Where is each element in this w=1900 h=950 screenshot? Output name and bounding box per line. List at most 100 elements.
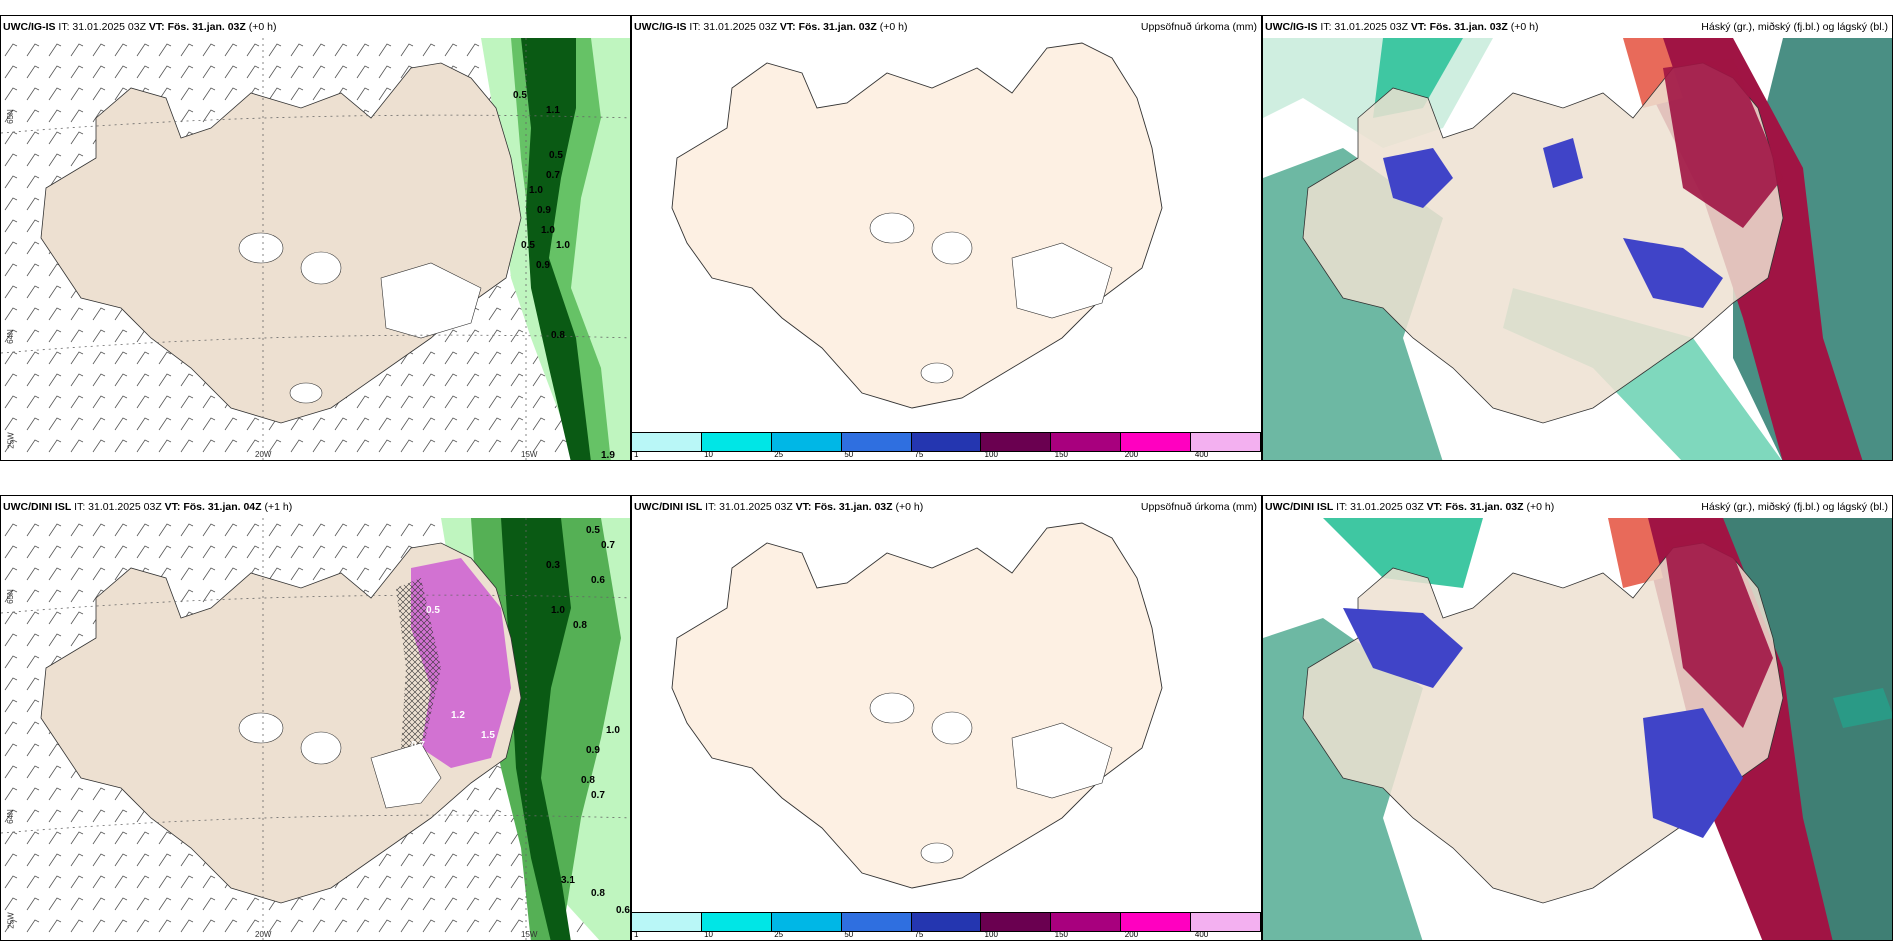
precip-value: 0.8 xyxy=(551,330,565,341)
field-title: Háský (gr.), miðský (fj.bl.) og lágský (… xyxy=(1701,501,1888,513)
precip-value: 0.5 xyxy=(549,150,563,161)
model-name: UWC/DINI ISL xyxy=(3,501,72,513)
precip-value: 0.7 xyxy=(601,540,615,551)
colorbar-tick-label: 1 xyxy=(634,450,639,459)
valid-time-label: VT: xyxy=(148,21,165,33)
precip-map xyxy=(671,42,1163,409)
colorbar-tick-label: 75 xyxy=(914,930,924,939)
colorbar-tick-label: 50 xyxy=(844,930,854,939)
colorbar-segment xyxy=(771,433,842,451)
model-name: UWC/IG-IS xyxy=(1265,21,1318,33)
colorbar-ticks: 1 10 25 50 75 100 150 200 400 xyxy=(632,450,1261,460)
forecast-offset: (+0 h) xyxy=(879,21,908,33)
panel-clouds-igis: UWC/IG-IS IT: 31.01.2025 03Z VT: Fös. 31… xyxy=(1262,15,1893,461)
colorbar-segment xyxy=(981,433,1052,451)
model-name: UWC/DINI ISL xyxy=(1265,501,1334,513)
precip-value: 0.8 xyxy=(591,888,605,899)
lat-label: 64N xyxy=(5,329,15,344)
panel-header: UWC/IG-IS IT: 31.01.2025 03Z VT: Fös. 31… xyxy=(1263,16,1892,38)
forecast-offset: (+0 h) xyxy=(895,501,924,513)
colorbar-tick-label: 400 xyxy=(1194,450,1209,459)
colorbar-segment xyxy=(1051,913,1122,931)
precip-value: 0.9 xyxy=(536,260,550,271)
forecast-offset: (+0 h) xyxy=(1510,21,1539,33)
init-time: IT: 31.01.2025 03Z xyxy=(58,21,146,33)
wind-map: 0.5 1.1 0.5 0.7 1.0 0.9 1.0 0.5 1.0 0.9 … xyxy=(1,38,630,461)
panel-wind-igis: UWC/IG-IS IT: 31.01.2025 03Z VT: Fös. 31… xyxy=(0,15,631,461)
precip-value: 0.8 xyxy=(573,620,587,631)
colorbar-segment xyxy=(911,913,982,931)
forecast-offset: (+0 h) xyxy=(1526,501,1555,513)
panel-header: UWC/DINI ISL IT: 31.01.2025 03Z VT: Fös.… xyxy=(1263,496,1892,518)
precip-value: 0.3 xyxy=(546,560,560,571)
valid-time-label: VT: xyxy=(779,21,796,33)
colorbar-tick-label: 50 xyxy=(844,450,854,459)
colorbar-tick-label: 10 xyxy=(704,450,714,459)
colorbar-tick-label: 200 xyxy=(1124,450,1139,459)
lat-label: 65N xyxy=(5,589,15,604)
panel-header: UWC/DINI ISL IT: 31.01.2025 03Z VT: Fös.… xyxy=(632,496,1261,518)
panel-clouds-dini: UWC/DINI ISL IT: 31.01.2025 03Z VT: Fös.… xyxy=(1262,495,1893,941)
colorbar-tick-label: 10 xyxy=(704,930,714,939)
precip-colorbar xyxy=(632,912,1261,932)
init-time: IT: 31.01.2025 03Z xyxy=(74,501,162,513)
forecast-offset: (+0 h) xyxy=(248,21,277,33)
colorbar-segment xyxy=(1121,913,1192,931)
precip-value: 1.9 xyxy=(601,450,615,461)
precip-value: 0.6 xyxy=(616,905,630,916)
lat-label: 25W xyxy=(6,912,16,929)
valid-time: Fös. 31.jan. 03Z xyxy=(1429,21,1508,33)
panel-precip-igis: UWC/IG-IS IT: 31.01.2025 03Z VT: Fös. 31… xyxy=(631,15,1262,461)
precip-value: 1.0 xyxy=(529,185,543,196)
precip-value: 0.7 xyxy=(546,170,560,181)
precip-value: 0.6 xyxy=(591,575,605,586)
wind-map: 0.5 0.7 0.6 0.3 1.0 0.8 0.9 0.8 0.7 0.8 … xyxy=(1,518,630,940)
valid-time-label: VT: xyxy=(1426,501,1443,513)
panel-wind-dini: UWC/DINI ISL IT: 31.01.2025 03Z VT: Fös.… xyxy=(0,495,631,941)
colorbar-segment xyxy=(771,913,842,931)
precip-colorbar xyxy=(632,432,1261,452)
colorbar-segment xyxy=(841,913,912,931)
colorbar-tick-label: 150 xyxy=(1054,930,1069,939)
colorbar-tick-label: 1 xyxy=(634,930,639,939)
precip-map xyxy=(671,522,1163,889)
precip-value: 0.5 xyxy=(521,240,535,251)
colorbar-segment xyxy=(1191,913,1261,931)
panel-header: UWC/DINI ISL IT: 31.01.2025 03Z VT: Fös.… xyxy=(1,496,630,518)
colorbar-tick-label: 400 xyxy=(1194,930,1209,939)
colorbar-tick-label: 200 xyxy=(1124,930,1139,939)
colorbar-segment xyxy=(841,433,912,451)
field-title: Uppsöfnuð úrkoma (mm) xyxy=(1140,21,1257,33)
cloud-map xyxy=(1263,38,1892,460)
valid-time-label: VT: xyxy=(795,501,812,513)
precip-value: 0.7 xyxy=(411,740,425,751)
precip-value: 0.9 xyxy=(537,205,551,216)
colorbar-segment xyxy=(701,913,772,931)
valid-time: Fös. 31.jan. 03Z xyxy=(1445,501,1524,513)
colorbar-segment xyxy=(632,433,702,451)
model-name: UWC/IG-IS xyxy=(634,21,687,33)
precip-value: 1.5 xyxy=(481,730,495,741)
colorbar-tick-label: 150 xyxy=(1054,450,1069,459)
colorbar-tick-label: 25 xyxy=(774,930,784,939)
colorbar-tick-label: 25 xyxy=(774,450,784,459)
init-time: IT: 31.01.2025 03Z xyxy=(1320,21,1408,33)
panel-precip-dini: UWC/DINI ISL IT: 31.01.2025 03Z VT: Fös.… xyxy=(631,495,1262,941)
field-title: Uppsöfnuð úrkoma (mm) xyxy=(1140,501,1257,513)
colorbar-tick-label: 100 xyxy=(984,450,998,459)
init-time: IT: 31.01.2025 03Z xyxy=(689,21,777,33)
panel-header: UWC/IG-IS IT: 31.01.2025 03Z VT: Fös. 31… xyxy=(1,16,630,38)
precip-value: 0.8 xyxy=(581,775,595,786)
lon-label: 20W xyxy=(255,450,272,459)
model-name: UWC/DINI ISL xyxy=(634,501,703,513)
valid-time: Fös. 31.jan. 03Z xyxy=(798,21,877,33)
precip-value: 1.0 xyxy=(541,225,555,236)
lon-label: 15W xyxy=(521,450,538,459)
valid-time-label: VT: xyxy=(1410,21,1427,33)
colorbar-segment xyxy=(911,433,982,451)
lat-label: 65N xyxy=(5,109,15,124)
precip-value: 0.5 xyxy=(426,605,440,616)
cloud-map xyxy=(1263,518,1892,940)
forecast-offset: (+1 h) xyxy=(264,501,293,513)
precip-value: 0.5 xyxy=(586,525,600,536)
